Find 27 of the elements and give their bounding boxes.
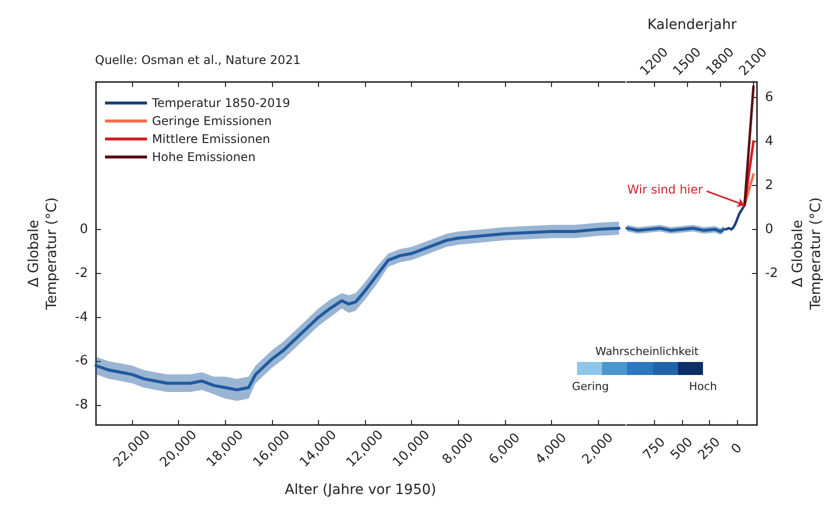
- legend-label: Temperatur 1850-2019: [151, 96, 290, 110]
- legend-label: Mittlere Emissionen: [152, 132, 270, 146]
- y-tick-label: 4: [765, 134, 774, 149]
- x-tick-label: 0: [728, 440, 746, 458]
- y-tick-label: -4: [75, 310, 88, 325]
- x-axis-title: Alter (Jahre vor 1950): [284, 482, 436, 498]
- annotation: Gering: [572, 380, 609, 393]
- y-tick-label: 6: [765, 90, 774, 105]
- x-tick-label: 750: [640, 434, 669, 464]
- x-tick-label: 500: [668, 434, 696, 464]
- y-axis-title: Δ Globale Temperatur (°C): [790, 197, 824, 311]
- y-tick-label: 0: [765, 222, 774, 237]
- y-tick-label: -2: [765, 266, 778, 281]
- x-tick-label: 250: [695, 434, 724, 464]
- source-note: Quelle: Osman et al., Nature 2021: [95, 53, 301, 67]
- y-tick-label: 2: [765, 178, 774, 193]
- x2-axis-title: Kalenderjahr: [647, 17, 737, 33]
- annotation: Wahrscheinlichkeit: [594, 345, 700, 358]
- annotation: Wir sind hier: [627, 182, 703, 197]
- y-axis-title: Δ Globale Temperatur (°C): [26, 197, 60, 311]
- legend-label: Geringe Emissionen: [152, 114, 272, 128]
- legend-label: Hohe Emissionen: [152, 150, 256, 164]
- y-tick-label: -8: [75, 398, 88, 413]
- y-tick-label: 0: [80, 222, 88, 237]
- y-tick-label: -6: [75, 354, 88, 369]
- annotation: Hoch: [688, 380, 717, 393]
- y-tick-label: -2: [75, 266, 88, 281]
